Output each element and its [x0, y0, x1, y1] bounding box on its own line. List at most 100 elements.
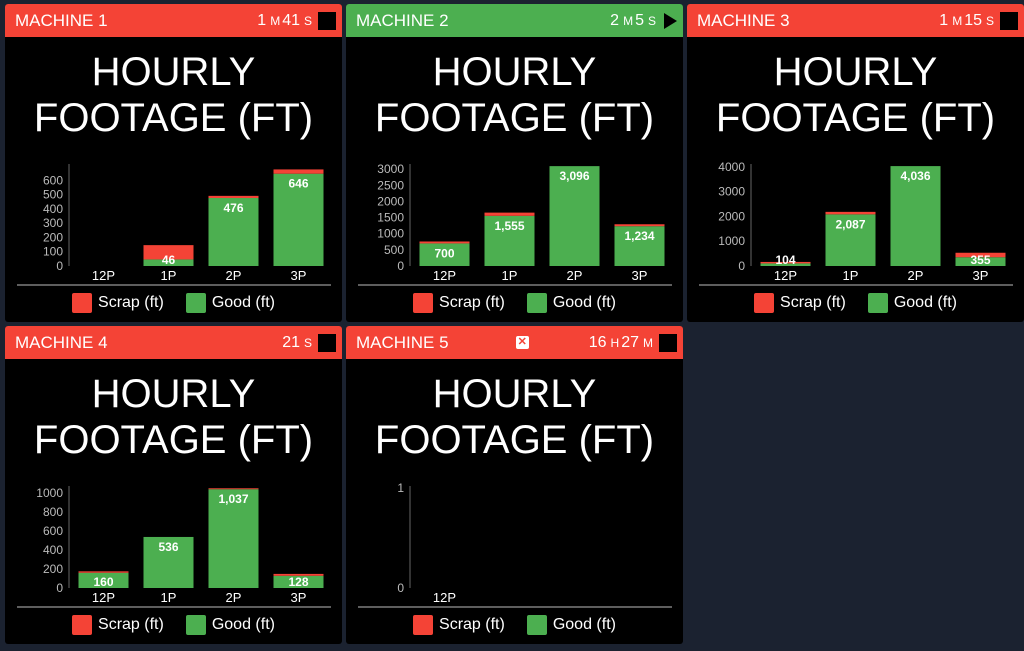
chart-title-line-2: FOOTAGE (FT) — [33, 418, 314, 462]
legend-label-good: Good (ft) — [552, 294, 616, 311]
machine-tile-3[interactable]: MACHINE 3 ✕ 1M 15S HOURLY FOOTAGE (FT) 0… — [687, 4, 1024, 322]
timer-value-2: 15 — [964, 11, 982, 29]
timer-unit-1: M — [270, 13, 281, 28]
timer-unit-2: S — [303, 13, 312, 28]
x-tick-label: 1P — [161, 268, 177, 283]
legend-swatch-good — [526, 293, 547, 313]
x-tick-label: 3P — [291, 590, 307, 605]
machine-header: MACHINE 3 ✕ 1M 15S — [687, 4, 1024, 37]
data-label: 104 — [775, 253, 795, 267]
bar-scrap — [955, 252, 1006, 258]
legend-swatch-scrap — [413, 293, 434, 313]
data-label: 476 — [223, 201, 243, 215]
chart-legend: Scrap (ft) Good (ft) — [5, 290, 342, 316]
data-label: 160 — [93, 575, 113, 589]
bar-good — [208, 198, 259, 266]
y-tick-label: 1000 — [377, 227, 404, 241]
timer-value-1: 16 — [588, 333, 607, 351]
stop-icon[interactable] — [318, 11, 336, 30]
bar-good — [419, 243, 470, 266]
timer-unit-2: S — [985, 13, 994, 28]
y-tick-label: 200 — [43, 562, 63, 576]
y-tick-label: 3000 — [718, 185, 745, 199]
legend-swatch-good — [185, 615, 206, 635]
stop-icon[interactable] — [318, 333, 336, 352]
y-tick-label: 600 — [43, 524, 63, 538]
legend-item-scrap[interactable]: Scrap (ft) — [413, 293, 505, 313]
bar-good — [208, 489, 259, 588]
chart-legend: Scrap (ft) Good (ft) — [346, 290, 683, 316]
legend-swatch-good — [185, 293, 206, 313]
chart-title-line-1: HOURLY — [91, 372, 256, 416]
chart-legend: Scrap (ft) Good (ft) — [687, 290, 1024, 316]
y-tick-label: 0 — [56, 581, 63, 595]
machine-tile-4[interactable]: MACHINE 4 ✕ 21S HOURLY FOOTAGE (FT) 0 200… — [5, 326, 342, 644]
legend-item-good[interactable]: Good (ft) — [867, 293, 957, 313]
chart-legend: Scrap (ft) Good (ft) — [346, 612, 683, 638]
machine-name: MACHINE 5 — [356, 332, 449, 352]
legend-label-scrap: Scrap (ft) — [780, 294, 846, 311]
bar-good — [273, 575, 324, 588]
y-tick-label: 4000 — [718, 160, 745, 174]
legend-item-good[interactable]: Good (ft) — [526, 615, 616, 635]
chart-title-line-1: HOURLY — [773, 50, 938, 94]
hourly-footage-chart: 0 500 1000 1500 2000 2500 3000 700 12P 1,555 1P 3,0… — [358, 162, 672, 286]
machine-name: MACHINE 4 — [15, 332, 108, 352]
machine-tile-2[interactable]: MACHINE 2 ✕ 2M 5S HOURLY FOOTAGE (FT) 0 5… — [346, 4, 683, 322]
x-tick-label: 3P — [973, 268, 989, 283]
timer-unit-1: M — [952, 13, 963, 28]
legend-item-scrap[interactable]: Scrap (ft) — [72, 615, 164, 635]
data-label: 700 — [434, 246, 454, 260]
legend-item-good[interactable]: Good (ft) — [185, 293, 275, 313]
timer-value-1: 2 — [610, 11, 620, 29]
chart-legend: Scrap (ft) Good (ft) — [5, 612, 342, 638]
x-tick-label: 2P — [226, 268, 242, 283]
chart-title-line-2: FOOTAGE (FT) — [33, 96, 314, 140]
bar-good — [825, 214, 876, 266]
bar-scrap — [825, 211, 876, 215]
x-tick-label: 2P — [567, 268, 583, 283]
stop-icon[interactable] — [659, 333, 677, 352]
machine-tile-1[interactable]: MACHINE 1 ✕ 1M 41S HOURLY FOOTAGE (FT) 0… — [5, 4, 342, 322]
bar-good — [273, 173, 324, 266]
bar-good — [78, 572, 129, 588]
legend-item-good[interactable]: Good (ft) — [526, 293, 616, 313]
play-icon[interactable] — [664, 12, 677, 29]
x-tick-label: 12P — [433, 590, 456, 605]
machine-name: MACHINE 2 — [356, 10, 449, 30]
legend-label-good: Good (ft) — [552, 616, 616, 633]
y-tick-label: 300 — [43, 216, 63, 230]
legend-swatch-good — [526, 615, 547, 635]
bar-scrap — [760, 261, 811, 264]
data-label: 46 — [162, 253, 176, 267]
machine-tile-5[interactable]: MACHINE 5 ✕ 16 H 27 M HOURLY FOOTAGE (FT) … — [346, 326, 683, 644]
elapsed-timer: 21 S — [282, 334, 314, 352]
legend-label-scrap: Scrap (ft) — [98, 616, 164, 633]
x-tick-label: 2P — [226, 590, 242, 605]
y-tick-label: 3000 — [377, 162, 404, 176]
legend-item-good[interactable]: Good (ft) — [185, 615, 275, 635]
bar-scrap — [208, 195, 259, 198]
legend-item-scrap[interactable]: Scrap (ft) — [754, 293, 846, 313]
bar-good — [760, 263, 811, 266]
chart-title: HOURLY FOOTAGE (FT) — [687, 49, 1024, 141]
machine-header: MACHINE 5 ✕ 16 H 27 M — [346, 326, 683, 359]
x-tick-label: 3P — [632, 268, 648, 283]
elapsed-timer: 16 H 27 M — [589, 334, 655, 352]
data-label: 2,087 — [835, 217, 865, 231]
data-label: 3,096 — [559, 169, 589, 183]
x-tick-label: 2P — [908, 268, 924, 283]
y-tick-label: 0 — [56, 259, 63, 273]
stop-icon[interactable] — [1000, 11, 1018, 30]
y-tick-label: 1500 — [377, 211, 404, 225]
timer-unit-1: H — [610, 335, 620, 350]
machine-header: MACHINE 2 ✕ 2M 5S — [346, 4, 683, 37]
chart-title-line-1: HOURLY — [432, 372, 597, 416]
machine-header: MACHINE 1 ✕ 1M 41S — [5, 4, 342, 37]
legend-item-scrap[interactable]: Scrap (ft) — [413, 615, 505, 635]
legend-item-scrap[interactable]: Scrap (ft) — [72, 293, 164, 313]
y-tick-label: 1 — [397, 481, 404, 495]
